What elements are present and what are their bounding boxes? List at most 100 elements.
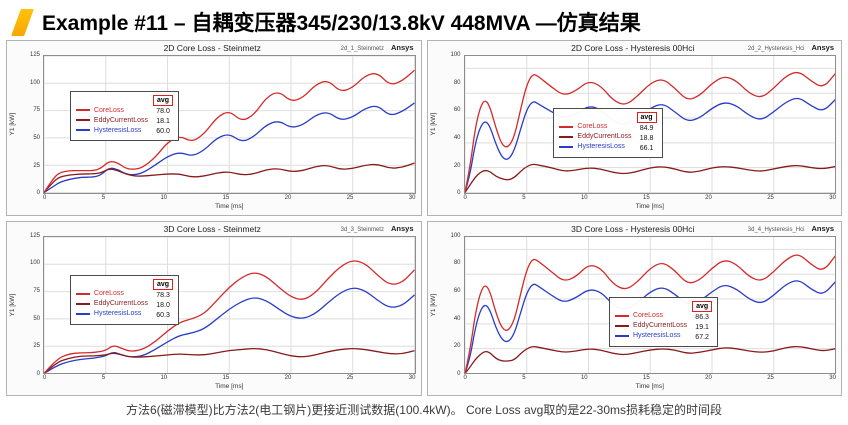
- series-line-swatch: [614, 334, 629, 337]
- legend-row: CoreLoss: [559, 122, 631, 132]
- chart-panel-2d-steinmetz: 2D Core Loss - Steinmetz 2d_1_Steinmetz …: [6, 40, 422, 216]
- x-tick-labels: 0 5 10 15 20 25 30: [463, 194, 836, 201]
- chart-title: 3D Core Loss - Steinmetz: [163, 223, 261, 234]
- panel-body: Y1 [kW] 125 100 75 50 25 0 CoreLoss EddyCurre…: [9, 52, 416, 213]
- series-label: HysteresisLoss: [93, 126, 142, 134]
- plot-name: 3d_4_Hysteresis_Hci: [747, 226, 805, 233]
- series-label: EddyCurrentLoss: [632, 322, 688, 330]
- avg-value: 86.3: [695, 313, 709, 321]
- plot-name: 3d_3_Steinmetz: [340, 226, 384, 233]
- legend-labels: CoreLoss EddyCurrentLoss HysteresisLoss: [559, 122, 632, 154]
- avg-value: 18.1: [156, 118, 170, 126]
- panel-head: 3D Core Loss - Hysteresis 00Hci 3d_4_Hys…: [430, 224, 837, 236]
- avg-value: 18.8: [639, 134, 654, 142]
- chart-panel-2d-hysteresis: 2D Core Loss - Hysteresis 00Hci 2d_2_Hys…: [426, 40, 842, 216]
- x-axis-title: Time [ms]: [215, 383, 244, 390]
- series-line-swatch: [75, 302, 90, 305]
- series-label: CoreLoss: [93, 290, 124, 298]
- x-tick-labels: 0 5 10 15 20 25 30: [43, 194, 416, 201]
- panel-meta: 3d_3_Steinmetz Ansys: [341, 224, 414, 233]
- y-axis-title: Y1 [kW]: [429, 112, 437, 136]
- panel-meta: 3d_4_Hysteresis_Hci Ansys: [748, 224, 834, 233]
- x-tick-labels: 0 5 10 15 20 25 30: [463, 375, 836, 381]
- series-line-swatch: [614, 314, 629, 317]
- avg-value: 19.1: [695, 323, 709, 331]
- y-axis-title: Y1 [kW]: [9, 112, 16, 136]
- plot-canvas: [44, 56, 415, 193]
- series-line-swatch: [75, 129, 90, 132]
- series-label: EddyCurrentLoss: [93, 300, 149, 308]
- chart-panel-3d-steinmetz: 3D Core Loss - Steinmetz 3d_3_Steinmetz …: [6, 220, 422, 396]
- legend: CoreLoss EddyCurrentLoss HysteresisLoss …: [553, 107, 663, 158]
- legend-row: HysteresisLoss: [559, 142, 631, 152]
- avg-value: 78.0: [156, 108, 170, 116]
- legend-row: HysteresisLoss: [75, 125, 148, 135]
- legend-row: EddyCurrentLoss: [75, 115, 149, 125]
- chart-title: 3D Core Loss - Hysteresis 00Hci: [571, 223, 695, 234]
- legend-avg-column: avg 86.3 19.1 67.2: [692, 300, 713, 343]
- panel-meta: 2d_2_Hysteresis_Hci Ansys: [748, 43, 834, 52]
- chart-title: 2D Core Loss - Steinmetz: [163, 43, 261, 53]
- legend-avg-column: avg 78.3 18.0 60.3: [153, 278, 174, 321]
- legend-row: CoreLoss: [75, 289, 148, 299]
- avg-value: 60.0: [156, 128, 170, 136]
- avg-value: 84.9: [639, 124, 654, 132]
- y-axis-title: Y1 [kW]: [429, 293, 437, 317]
- plot-name: 2d_1_Steinmetz: [340, 46, 384, 52]
- series-label: CoreLoss: [632, 312, 663, 320]
- series-line-swatch: [559, 145, 574, 148]
- avg-header: avg: [153, 278, 174, 290]
- legend-avg-column: avg 78.0 18.1 60.0: [153, 95, 174, 137]
- page-title: Example #11 – 自耦变压器345/230/13.8kV 448MVA…: [42, 12, 641, 35]
- charts-grid: 2D Core Loss - Steinmetz 2d_1_Steinmetz …: [6, 40, 842, 396]
- series-label: HysteresisLoss: [632, 332, 681, 340]
- series-line-swatch: [75, 292, 90, 295]
- series-label: EddyCurrentLoss: [93, 116, 149, 124]
- panel-head: 2D Core Loss - Hysteresis 00Hci 2d_2_Hys…: [430, 43, 837, 55]
- legend-labels: CoreLoss EddyCurrentLoss HysteresisLoss: [75, 289, 149, 321]
- x-tick-labels: 0 5 10 15 20 25 30: [43, 375, 416, 381]
- avg-value: 78.3: [156, 291, 170, 299]
- panel-head: 3D Core Loss - Steinmetz 3d_3_Steinmetz …: [9, 224, 416, 236]
- panel-meta: 2d_1_Steinmetz Ansys: [341, 43, 414, 52]
- avg-value: 67.2: [695, 333, 709, 341]
- y-axis-title: Y1 [kW]: [9, 293, 16, 317]
- panel-body: Y1 [kW] 100 80 60 40 20 0 CoreLoss EddyCurren…: [429, 52, 836, 213]
- x-axis-title: Time [ms]: [635, 383, 664, 390]
- legend-row: HysteresisLoss: [75, 309, 148, 319]
- legend-row: CoreLoss: [75, 105, 148, 115]
- legend-row: CoreLoss: [614, 311, 687, 321]
- plot-area: CoreLoss EddyCurrentLoss HysteresisLoss …: [463, 55, 836, 194]
- legend-row: HysteresisLoss: [614, 331, 687, 341]
- chart-panel-3d-hysteresis: 3D Core Loss - Hysteresis 00Hci 3d_4_Hys…: [426, 220, 842, 396]
- panel-body: Y1 [kW] 100 80 60 40 20 0 CoreLoss EddyCurren…: [429, 233, 836, 394]
- panel-head: 2D Core Loss - Steinmetz 2d_1_Steinmetz …: [9, 43, 416, 55]
- avg-value: 60.3: [156, 311, 170, 319]
- avg-value: 18.0: [156, 301, 170, 309]
- ansys-logo: Ansys: [811, 223, 834, 233]
- series-line-swatch: [75, 109, 90, 112]
- x-axis-title: Time [ms]: [215, 202, 244, 210]
- series-label: HysteresisLoss: [93, 310, 142, 318]
- series-label: CoreLoss: [93, 106, 124, 114]
- legend-row: EddyCurrentLoss: [559, 132, 632, 142]
- panel-body: Y1 [kW] 125 100 75 50 25 0 CoreLoss EddyCurre…: [9, 233, 416, 394]
- legend-row: EddyCurrentLoss: [75, 299, 149, 309]
- ansys-logo: Ansys: [390, 43, 414, 52]
- legend: CoreLoss EddyCurrentLoss HysteresisLoss …: [69, 91, 180, 142]
- series-line-swatch: [559, 135, 574, 138]
- plot-area: CoreLoss EddyCurrentLoss HysteresisLoss …: [43, 55, 416, 194]
- chart-title: 2D Core Loss - Hysteresis 00Hci: [571, 43, 695, 53]
- legend-avg-column: avg 84.9 18.8 66.1: [636, 111, 657, 154]
- plot-area: CoreLoss EddyCurrentLoss HysteresisLoss …: [463, 235, 836, 374]
- avg-value: 66.1: [639, 144, 654, 152]
- y-tick-labels: 100 80 60 40 20 0: [450, 52, 461, 197]
- legend-labels: CoreLoss EddyCurrentLoss HysteresisLoss: [75, 105, 149, 137]
- series-label: HysteresisLoss: [577, 143, 625, 151]
- ansys-logo: Ansys: [811, 43, 834, 52]
- series-label: EddyCurrentLoss: [577, 133, 632, 141]
- ansys-logo: Ansys: [390, 223, 414, 233]
- x-axis-title: Time [ms]: [635, 202, 664, 210]
- avg-header: avg: [636, 111, 657, 123]
